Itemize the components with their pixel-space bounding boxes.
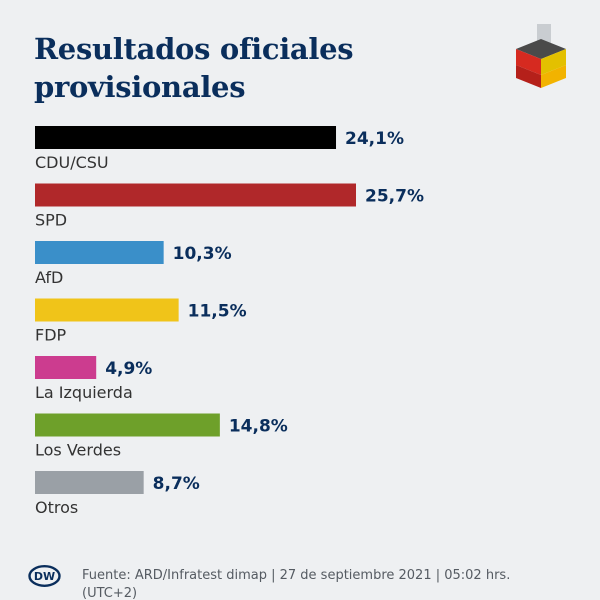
- value-label-3: 11,5%: [188, 302, 247, 322]
- category-label-0: CDU/CSU: [35, 153, 109, 172]
- category-label-4: La Izquierda: [35, 383, 133, 402]
- category-label-3: FDP: [35, 326, 67, 345]
- value-label-2: 10,3%: [173, 244, 232, 264]
- bar-5: [35, 413, 220, 437]
- ballot-box-icon: [516, 24, 566, 88]
- bar-6: [35, 471, 144, 494]
- value-label-5: 14,8%: [229, 417, 288, 437]
- category-label-2: AfD: [35, 268, 63, 287]
- chart-title: Resultados oficiales provisionales: [34, 32, 354, 104]
- value-label-0: 24,1%: [345, 129, 404, 149]
- bar-3: [35, 298, 179, 322]
- bar-0: [35, 126, 337, 149]
- category-label-5: Los Verdes: [35, 441, 121, 460]
- dw-logo-text: DW: [34, 570, 55, 583]
- dw-logo: DW: [28, 565, 61, 587]
- bar-2: [35, 241, 164, 264]
- value-label-4: 4,9%: [105, 359, 152, 379]
- category-label-1: SPD: [35, 211, 67, 230]
- value-label-1: 25,7%: [365, 187, 424, 207]
- bar-1: [35, 183, 356, 207]
- bar-4: [35, 356, 97, 379]
- source-note: Fuente: ARD/Infratest dimap | 27 de sept…: [82, 568, 511, 600]
- bar-chart: 24,1% CDU/CSU 25,7% SPD 10,3% AfD 11,5% FDP 4,9%…: [35, 126, 424, 517]
- category-label-6: Otros: [35, 498, 78, 517]
- value-label-6: 8,7%: [153, 474, 200, 494]
